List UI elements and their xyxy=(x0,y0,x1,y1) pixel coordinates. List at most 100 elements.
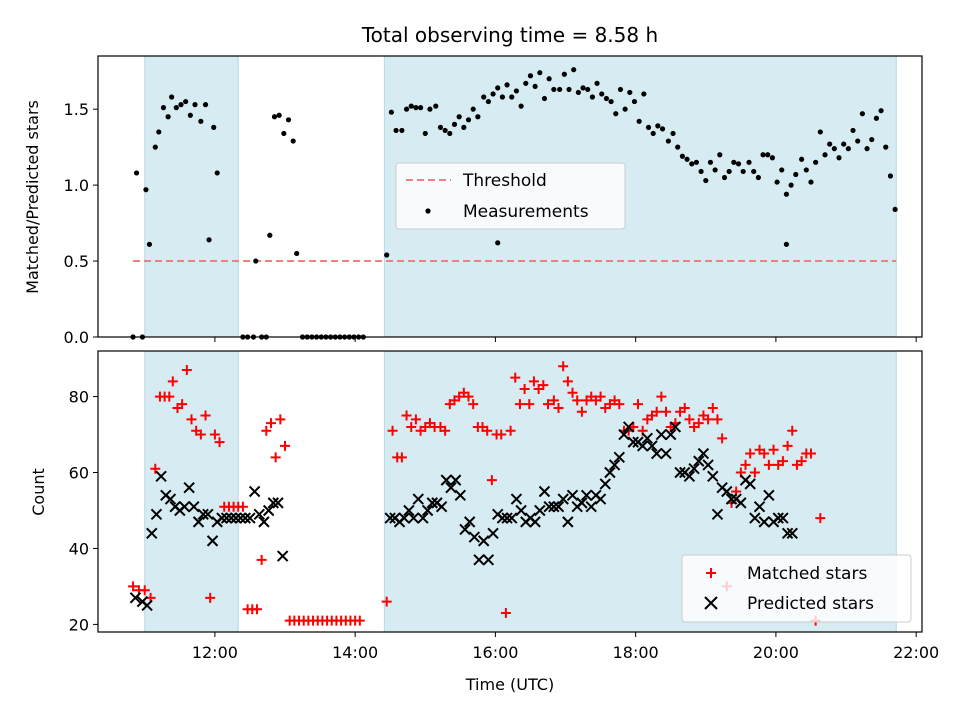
measurement-point xyxy=(731,159,737,165)
measurement-point xyxy=(518,103,524,109)
measurement-point xyxy=(873,115,880,121)
measurement-point xyxy=(892,206,898,213)
predicted-stars-point xyxy=(473,554,485,566)
predicted-stars-point xyxy=(276,550,289,562)
matched-stars-point xyxy=(712,414,723,425)
y-tick-label: 20 xyxy=(69,615,89,634)
predicted-stars-point xyxy=(463,516,476,528)
predicted-stars-point xyxy=(417,512,429,524)
x-tick-label: 22:00 xyxy=(893,643,939,662)
measurement-point xyxy=(271,114,278,120)
matched-stars-point xyxy=(280,440,291,451)
matched-stars-point xyxy=(745,448,756,459)
measurement-point xyxy=(156,129,162,135)
measurement-point xyxy=(836,155,842,161)
predicted-stars-point xyxy=(435,500,448,513)
measurement-point xyxy=(490,91,496,97)
predicted-stars-point xyxy=(398,512,410,524)
matched-stars-point xyxy=(542,399,553,410)
y-tick-label: 0.5 xyxy=(64,252,89,271)
measurement-point xyxy=(495,240,501,246)
measurement-point xyxy=(693,159,700,165)
legend-box xyxy=(681,554,912,623)
predicted-stars-point xyxy=(674,466,686,479)
predicted-stars-point xyxy=(576,497,588,509)
predicted-stars-point xyxy=(693,455,705,467)
predicted-stars-point xyxy=(669,421,682,433)
y-tick-label: 40 xyxy=(69,539,89,558)
predicted-stars-point xyxy=(412,493,424,505)
predicted-stars-point xyxy=(248,485,261,498)
predicted-stars-point xyxy=(253,508,266,520)
predicted-stars-point xyxy=(786,527,798,539)
legend-predicted-label: Predicted stars xyxy=(747,594,874,614)
measurement-point xyxy=(173,105,179,111)
predicted-stars-point xyxy=(178,500,191,513)
measurement-point xyxy=(580,85,586,91)
measurement-point xyxy=(461,124,467,130)
predicted-stars-point xyxy=(608,459,621,471)
predicted-stars-point xyxy=(506,512,518,524)
measurement-point xyxy=(290,138,296,144)
x-tick-label: 16:00 xyxy=(472,643,518,662)
measurement-point xyxy=(165,114,171,120)
measurement-point xyxy=(650,130,656,137)
measurement-point xyxy=(211,124,217,130)
matched-stars-point xyxy=(763,459,774,470)
measurement-point xyxy=(689,161,695,167)
measurement-point xyxy=(845,146,851,152)
measurement-point xyxy=(855,138,861,144)
legend-threshold-label: Threshold xyxy=(462,171,547,191)
predicted-stars-point xyxy=(477,535,490,547)
measurement-point xyxy=(267,232,273,238)
measurement-point xyxy=(859,111,865,117)
measurement-point xyxy=(509,94,515,100)
matched-stars-point xyxy=(595,391,606,402)
matched-stars-point xyxy=(740,459,751,470)
measurement-point xyxy=(178,102,184,108)
legend-measurements-swatch xyxy=(425,208,431,214)
predicted-stars-point xyxy=(482,554,495,566)
matched-stars-point xyxy=(214,437,225,448)
predicted-stars-point xyxy=(206,535,219,547)
top-ylabel: Matched/Predicted stars xyxy=(23,100,42,294)
matched-stars-point xyxy=(128,581,139,592)
measurement-point xyxy=(532,83,538,89)
measurement-point xyxy=(206,237,212,243)
measurement-point xyxy=(571,67,577,73)
measurement-point xyxy=(707,159,714,165)
matched-stars-point xyxy=(150,463,161,474)
predicted-stars-point xyxy=(407,512,420,524)
x-tick-label: 14:00 xyxy=(332,643,378,662)
predicted-stars-point xyxy=(650,447,663,460)
measurement-point xyxy=(698,168,704,175)
matched-stars-point xyxy=(177,399,188,410)
matched-stars-point xyxy=(387,425,398,436)
measurement-point xyxy=(645,124,652,130)
predicted-stars-point xyxy=(534,504,546,517)
predicted-stars-point xyxy=(627,436,640,448)
predicted-stars-point xyxy=(604,466,616,479)
measurement-point xyxy=(456,114,462,120)
matched-stars-point xyxy=(576,406,587,417)
matched-stars-point xyxy=(401,410,412,421)
measurement-point xyxy=(751,168,757,175)
matched-stars-point xyxy=(195,429,206,440)
measurement-point xyxy=(495,85,501,91)
measurement-point xyxy=(465,117,472,123)
matched-stars-point xyxy=(749,467,760,478)
top-panel: 0.0 0.5 1.0 1.5 xyxy=(64,55,923,347)
predicted-stars-point xyxy=(440,474,453,486)
measurement-point xyxy=(388,109,394,115)
predicted-stars-point xyxy=(150,508,163,520)
legend-box xyxy=(395,162,626,230)
matched-stars-point xyxy=(707,402,718,413)
matched-stars-point xyxy=(787,425,798,436)
matched-stars-point xyxy=(632,399,643,410)
measurement-point xyxy=(850,127,856,134)
measurement-point xyxy=(551,86,557,93)
measurement-point xyxy=(887,173,894,179)
measurement-point xyxy=(679,153,685,159)
measurement-point xyxy=(143,187,149,193)
matched-stars-point xyxy=(181,364,192,375)
